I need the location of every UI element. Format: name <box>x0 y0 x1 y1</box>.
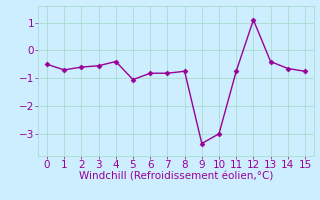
X-axis label: Windchill (Refroidissement éolien,°C): Windchill (Refroidissement éolien,°C) <box>79 172 273 182</box>
